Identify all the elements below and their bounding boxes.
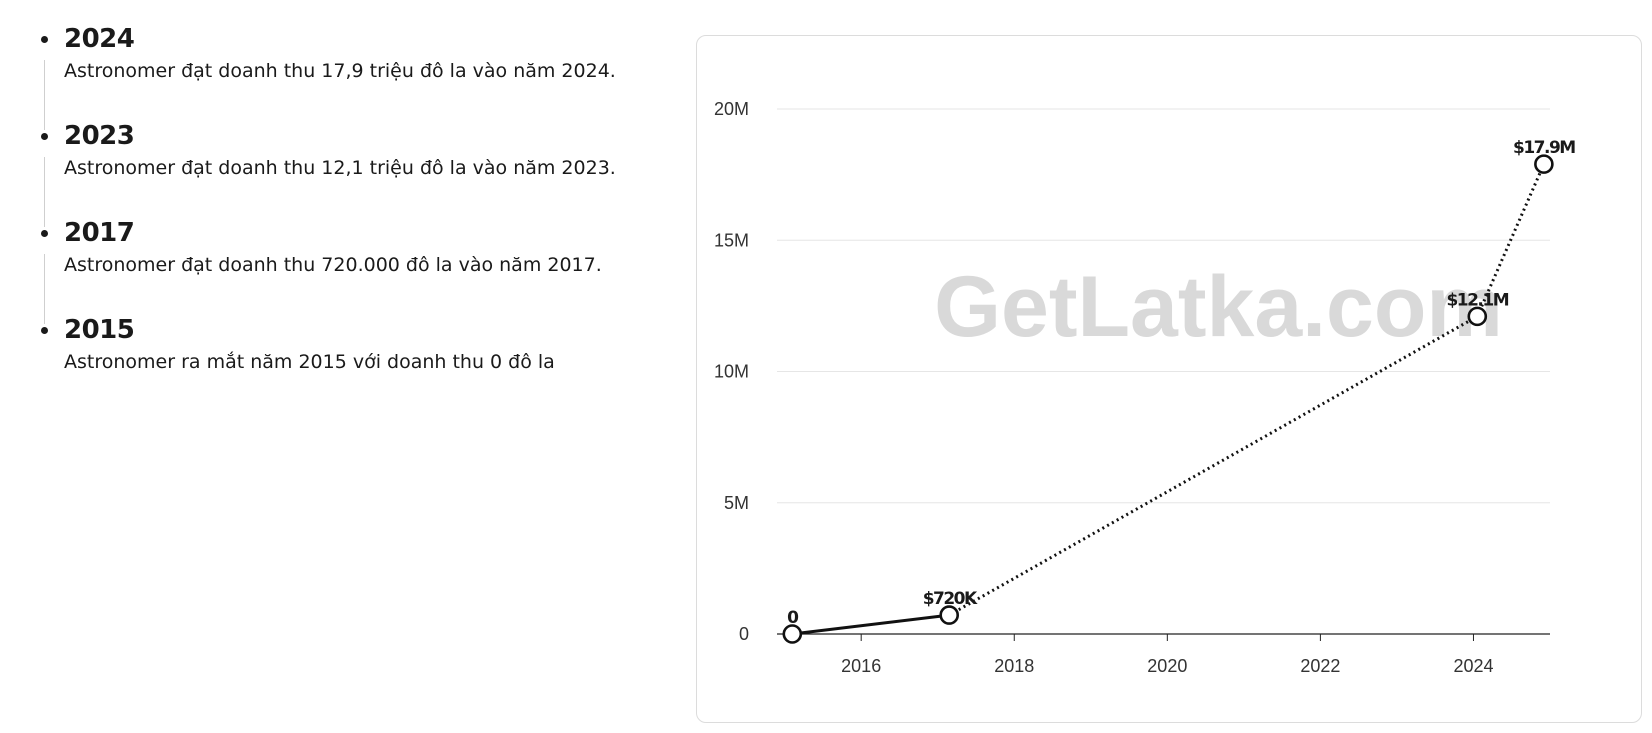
timeline-bullet xyxy=(41,133,48,140)
timeline-bullet xyxy=(41,327,48,334)
series-segment xyxy=(948,315,1479,617)
x-tick-label: 2018 xyxy=(994,656,1034,676)
data-point xyxy=(1467,306,1488,327)
watermark: GetLatka.com xyxy=(934,259,1503,355)
timeline-item: 2017 Astronomer đạt doanh thu 720.000 đô… xyxy=(30,216,670,324)
timeline-text: Astronomer đạt doanh thu 720.000 đô la v… xyxy=(64,254,602,276)
timeline-text: Astronomer đạt doanh thu 12,1 triệu đô l… xyxy=(64,157,616,179)
y-tick-label: 0 xyxy=(739,624,749,644)
y-tick-label: 5M xyxy=(724,493,749,513)
data-point xyxy=(939,605,960,625)
watermark-group: GetLatka.com xyxy=(934,259,1503,355)
y-axis-ticks: 0 5M 10M 15M 20M xyxy=(714,99,749,644)
data-label: $17.9M xyxy=(1513,138,1575,158)
timeline-year: 2015 xyxy=(64,315,135,345)
x-tick-label: 2020 xyxy=(1147,656,1187,676)
timeline-connector xyxy=(44,60,45,130)
revenue-series xyxy=(782,154,1554,644)
timeline-item: 2015 Astronomer ra mắt năm 2015 với doan… xyxy=(30,313,670,410)
x-tick-label: 2016 xyxy=(841,656,881,676)
revenue-chart-card: 0 5M 10M 15M 20M GetLatka.com 2016 2018 2020 20… xyxy=(696,35,1642,723)
timeline-connector xyxy=(44,254,45,324)
data-label: 0 xyxy=(787,608,799,628)
y-tick-label: 15M xyxy=(714,230,749,250)
timeline-year: 2023 xyxy=(64,121,135,151)
timeline-bullet xyxy=(41,230,48,237)
y-tick-label: 20M xyxy=(714,99,749,119)
data-point xyxy=(1534,154,1554,174)
x-axis-ticks: 2016 2018 2020 2022 2024 xyxy=(841,634,1493,676)
x-tick-label: 2024 xyxy=(1453,656,1493,676)
timeline-item: 2024 Astronomer đạt doanh thu 17,9 triệu… xyxy=(30,22,670,130)
revenue-timeline: 2024 Astronomer đạt doanh thu 17,9 triệu… xyxy=(30,22,670,410)
timeline-text: Astronomer đạt doanh thu 17,9 triệu đô l… xyxy=(64,60,616,82)
data-point xyxy=(782,624,803,644)
timeline-text: Astronomer ra mắt năm 2015 với doanh thu… xyxy=(64,351,555,373)
series-segment xyxy=(1475,163,1546,317)
timeline-year: 2017 xyxy=(64,218,135,248)
data-label: $720K xyxy=(923,589,978,609)
data-label: $12.1M xyxy=(1446,290,1508,310)
timeline-year: 2024 xyxy=(64,24,135,54)
series-segment xyxy=(792,613,950,636)
grid-lines xyxy=(777,108,1550,504)
x-tick-label: 2022 xyxy=(1300,656,1340,676)
timeline-bullet xyxy=(41,36,48,43)
y-tick-label: 10M xyxy=(714,362,749,382)
data-labels: 0 $720K $12.1M $17.9M xyxy=(787,138,1577,628)
timeline-item: 2023 Astronomer đạt doanh thu 12,1 triệu… xyxy=(30,119,670,227)
timeline-connector xyxy=(44,157,45,227)
